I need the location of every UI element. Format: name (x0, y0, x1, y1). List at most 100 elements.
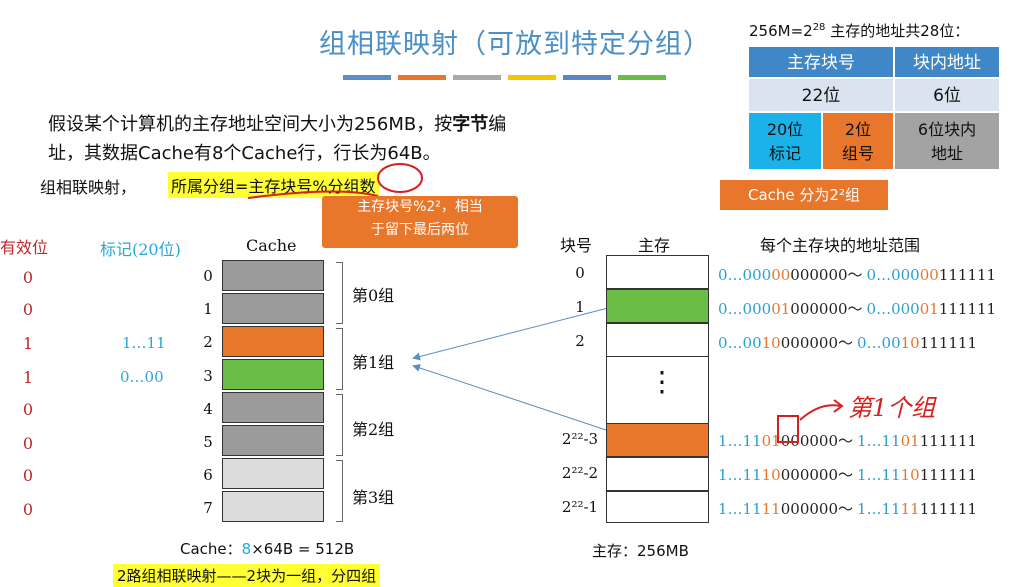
bits-block: 22位 (748, 78, 894, 112)
cache-row-number: 0 (203, 267, 213, 285)
address-caption: 256M=228 主存的地址共28位： (749, 20, 969, 41)
caption-a: 256M=2 (749, 22, 813, 40)
addr-end-offset: 111111 (919, 466, 977, 484)
bubble-line1: 主存块号%2²，相当 (357, 199, 483, 215)
tag-value: 1…11 (122, 334, 166, 352)
block-number: 2²²-1 (561, 498, 599, 516)
handwritten-note: 第1个组 (848, 394, 936, 422)
cache-groups-badge: Cache 分为2²组 (720, 180, 888, 210)
group-brace (336, 394, 343, 456)
memory-size-value: 256MB (637, 542, 689, 560)
addr-end-offset: 111111 (919, 432, 977, 450)
group-bits: 2位 组号 (822, 112, 894, 170)
cache-size-count: 8 (241, 540, 252, 558)
cache-line-1 (222, 293, 324, 324)
head-block: 主存块号 (748, 46, 894, 78)
cache-size: Cache：8×64B = 512B (180, 538, 354, 559)
addr-start-group: 01 (771, 300, 791, 318)
cache-row-number: 3 (203, 367, 213, 385)
addr-start-offset: 000000～ (780, 466, 853, 484)
block-number: 1 (575, 298, 585, 316)
cache-line-7 (222, 491, 324, 522)
offset-desc: 6位块内 地址 (894, 112, 1000, 170)
tag-value: 0…00 (120, 368, 164, 386)
group-brace (336, 262, 343, 324)
valid-bit: 1 (22, 368, 34, 387)
memory-block (606, 457, 709, 491)
addr-start-group: 10 (761, 466, 781, 484)
addr-start-offset: 000000～ (780, 334, 853, 352)
addr-start-prefix: 1…11 (718, 500, 762, 518)
memory-header: 主存 (638, 236, 671, 255)
address-range: 0…00001000000～ 0…00001111111 (718, 298, 996, 319)
slide-title: 组相联映射（可放到特定分组） (319, 29, 711, 60)
cache-row-number: 1 (203, 300, 213, 318)
bubble-line2: 于留下最后两位 (371, 222, 469, 238)
address-range: 0…0010000000～ 0…0010111111 (718, 332, 977, 353)
footer-highlight: 2路组相联映射——2块为一组，分四组 (113, 564, 381, 587)
addr-start-prefix: 1…11 (718, 466, 762, 484)
group-label: 第3组 (352, 488, 395, 507)
cache-line-6 (222, 458, 324, 489)
addr-start-offset: 000000～ (780, 500, 853, 518)
valid-bit: 1 (22, 334, 34, 353)
block-number: 2²²-2 (561, 464, 599, 482)
ellipsis: ⋮ (648, 365, 676, 398)
addr-start-offset: 000000～ (790, 266, 863, 284)
addr-start-group: 01 (761, 432, 781, 450)
addr-end-group: 01 (919, 300, 939, 318)
caption-exp: 28 (812, 22, 826, 33)
handwritten-arrow-icon (777, 399, 844, 443)
address-range: 0…00000000000～ 0…00000111111 (718, 264, 996, 285)
tag-bits: 20位 标记 (748, 112, 822, 170)
addr-end-offset: 111111 (919, 334, 977, 352)
addr-end-group: 10 (900, 466, 920, 484)
valid-bit: 0 (22, 268, 34, 287)
handwritten-underline-icon (247, 163, 423, 199)
addr-end-prefix: 0…000 (866, 300, 920, 318)
tag-header: 标记(20位) (100, 240, 181, 259)
valid-bit: 0 (22, 400, 34, 419)
addr-end-prefix: 0…00 (857, 334, 901, 352)
title-bar-yellow (508, 75, 556, 80)
memory-size-label: 主存： (592, 542, 638, 560)
memory-size: 主存：256MB (592, 540, 689, 561)
valid-bit: 0 (22, 300, 34, 319)
memory-block (606, 289, 709, 323)
memory-block (606, 255, 709, 289)
explanation-bubble: 主存块号%2²，相当 于留下最后两位 (322, 196, 518, 248)
addr-end-offset: 111111 (919, 500, 977, 518)
memory-block (606, 491, 709, 523)
addr-start-prefix: 0…000 (718, 266, 772, 284)
cache-size-formula: ×64B = 512B (251, 540, 355, 558)
cache-line-2 (222, 326, 324, 357)
addr-end-offset: 111111 (938, 266, 997, 284)
range-header: 每个主存块的地址范围 (760, 236, 921, 255)
group-label: 第1组 (352, 353, 395, 372)
memory-block (606, 323, 709, 357)
addr-end-offset: 111111 (938, 300, 997, 318)
addr-end-prefix: 1…11 (857, 500, 901, 518)
cache-row-number: 2 (203, 333, 213, 351)
address-range: 1…1110000000～ 1…1110111111 (718, 464, 977, 485)
address-range: 1…1101000000～ 1…1101111111 (718, 430, 977, 451)
title-bar-blue (343, 75, 391, 80)
cache-line-5 (222, 425, 324, 456)
addr-end-prefix: 0…000 (866, 266, 920, 284)
block-header: 块号 (560, 236, 593, 255)
group-brace (336, 328, 343, 390)
mapping-arrows-icon (412, 307, 609, 431)
addr-end-prefix: 1…11 (857, 432, 901, 450)
cache-row-number: 5 (203, 433, 213, 451)
block-number: 0 (575, 264, 585, 282)
cache-row-number: 6 (203, 466, 213, 484)
addr-end-group: 11 (900, 500, 920, 518)
cache-line-3 (222, 359, 324, 390)
cache-row-number: 4 (203, 400, 213, 418)
addr-end-group: 01 (900, 432, 920, 450)
group-label: 第0组 (352, 286, 395, 305)
addr-start-prefix: 1…11 (718, 432, 762, 450)
cache-row-number: 7 (203, 499, 213, 517)
intro-line1-a: 假设某个计算机的主存地址空间大小为256MB，按 (48, 114, 453, 135)
addr-end-prefix: 1…11 (857, 466, 901, 484)
